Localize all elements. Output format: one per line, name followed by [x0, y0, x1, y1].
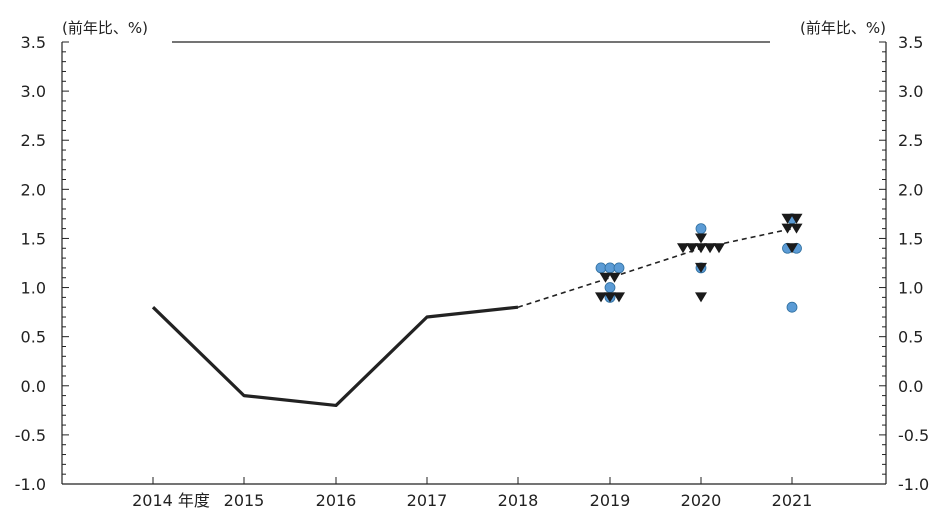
y-tick-label-left: 3.0: [21, 82, 46, 101]
y-tick-label-right: 0.0: [898, 377, 923, 396]
y-tick-label-right: 0.5: [898, 328, 923, 347]
triangle-marker: [781, 213, 794, 224]
triangle-marker: [599, 272, 612, 283]
x-tick-label: 2021: [772, 491, 813, 510]
projection-line: [517, 227, 793, 308]
triangle-marker: [790, 223, 803, 234]
y-tick-label-left: 0.5: [21, 328, 46, 347]
y-tick-label-left: 2.0: [21, 180, 46, 199]
y-tick-label-right: 2.0: [898, 180, 923, 199]
triangle-marker: [786, 243, 798, 254]
y-tick-label-left: -0.5: [15, 426, 46, 445]
y-tick-label-left: 2.5: [21, 131, 46, 150]
marker-layer: [595, 213, 803, 313]
x-tick-label: 2015: [224, 491, 265, 510]
triangle-marker: [790, 213, 803, 224]
circle-marker: [786, 301, 798, 313]
axes: 3.5 3.5 3.0 3.0 2.5 2.5 2.0 2.0 1.5 1.5 1.0 1.0 0.5 0…: [15, 33, 929, 510]
circle-marker: [613, 262, 625, 274]
circle-marker: [604, 262, 616, 274]
triangle-marker: [695, 262, 707, 273]
y-tick-label-right: -0.5: [898, 426, 929, 445]
x-tick-label: 2017: [407, 491, 448, 510]
triangle-marker: [608, 272, 621, 283]
triangle-marker: [704, 243, 716, 254]
circle-marker: [695, 223, 707, 235]
triangle-marker: [677, 243, 689, 254]
triangle-marker: [613, 292, 625, 303]
triangle-marker: [713, 243, 725, 254]
x-tick-label: 2014 年度: [132, 491, 210, 510]
left-unit-label: (前年比、%): [62, 19, 148, 37]
y-tick-label-right: 1.0: [898, 279, 923, 298]
triangle-marker: [695, 233, 707, 244]
x-tick-label: 2018: [498, 491, 539, 510]
y-tick-label-right: 1.5: [898, 229, 923, 248]
y-tick-label-right: 2.5: [898, 131, 923, 150]
triangle-marker: [695, 243, 707, 254]
triangle-marker: [686, 243, 698, 254]
x-tick-label: 2020: [681, 491, 722, 510]
y-tick-label-right: 3.5: [898, 33, 923, 52]
circle-marker: [604, 282, 616, 293]
circle-marker: [595, 262, 607, 274]
y-tick-label-left: 0.0: [21, 377, 46, 396]
x-tick-label: 2016: [316, 491, 357, 510]
y-tick-label-left: 1.0: [21, 279, 46, 298]
series-layer: [151, 227, 793, 408]
triangle-marker: [781, 223, 794, 234]
right-unit-label: (前年比、%): [800, 19, 886, 37]
actual-line: [151, 305, 519, 408]
triangle-marker: [595, 292, 607, 303]
y-tick-label-right: 3.0: [898, 82, 923, 101]
y-tick-label-left: 1.5: [21, 229, 46, 248]
triangle-marker: [695, 292, 707, 303]
y-tick-label-left: 3.5: [21, 33, 46, 52]
y-tick-label-right: -1.0: [898, 475, 929, 494]
y-tick-label-left: -1.0: [15, 475, 46, 494]
triangle-marker: [604, 292, 616, 303]
x-tick-label: 2019: [590, 491, 631, 510]
